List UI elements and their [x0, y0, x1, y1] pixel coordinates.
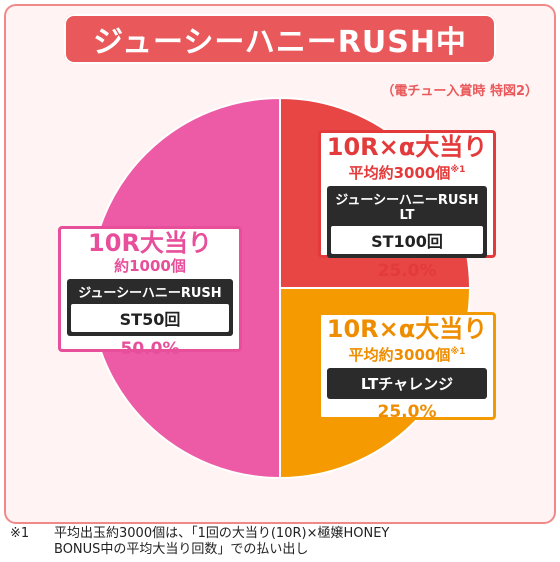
- callout-top-right-sub: 平均約3000個※1: [321, 161, 493, 182]
- title-banner: ジューシーハニーRUSH中: [64, 14, 496, 64]
- footnote-line-2: BONUS中の平均大当り回数」での払い出し: [54, 542, 309, 557]
- callout-top-right-mode-inner: ST100回: [331, 226, 483, 254]
- callout-bottom-right-mode: LTチャレンジ: [327, 368, 487, 399]
- footnote: ※1 平均出玉約3000個は、「1回の大当り(10R)×極嬢HONEY BONUS…: [10, 526, 550, 558]
- callout-top-right-sub-text: 平均約3000個: [348, 164, 451, 182]
- callout-left-mode: ジューシーハニーRUSH ST50回: [67, 279, 233, 336]
- callout-bottom-right-sub-mark: ※1: [450, 347, 466, 357]
- callout-top-right-mode-label: ジューシーハニーRUSH LT: [335, 193, 479, 223]
- callout-left-sub: 約1000個: [114, 257, 186, 275]
- callout-bottom-right-percent: 25.0%: [377, 402, 437, 422]
- callout-left: 10R大当り 約1000個 ジューシーハニーRUSH ST50回 50.0%: [58, 226, 242, 359]
- callout-top-right: 10R×α大当り 平均約3000個※1 ジューシーハニーRUSH LT ST10…: [318, 130, 496, 281]
- callout-top-right-mode: ジューシーハニーRUSH LT ST100回: [327, 186, 487, 258]
- callout-top-right-head: 10R×α大当り: [326, 133, 488, 161]
- footnote-mark: ※1: [10, 526, 30, 541]
- chart-title: ジューシーハニーRUSH中: [93, 25, 467, 60]
- callout-top-right-sub-mark: ※1: [450, 165, 466, 175]
- callout-bottom-right-mode-label: LTチャレンジ: [360, 375, 454, 393]
- condition-note: （電チュー入賞時 特図2）: [381, 84, 538, 99]
- callout-top-right-percent: 25.0%: [377, 261, 437, 281]
- callout-bottom-right-sub: 平均約3000個※1: [321, 343, 493, 364]
- footnote-line-1: ※1 平均出玉約3000個は、「1回の大当り(10R)×極嬢HONEY: [10, 526, 550, 542]
- callout-left-mode-label: ジューシーハニーRUSH: [78, 286, 222, 301]
- callout-bottom-right: 10R×α大当り 平均約3000個※1 LTチャレンジ 25.0%: [318, 312, 496, 422]
- callout-left-head: 10R大当り: [88, 229, 212, 257]
- callout-bottom-right-sub-text: 平均約3000個: [348, 346, 451, 364]
- footnote-text-1: 平均出玉約3000個は、「1回の大当り(10R)×極嬢HONEY: [54, 526, 390, 541]
- callout-left-percent: 50.0%: [120, 339, 180, 359]
- callout-left-mode-inner: ST50回: [71, 304, 229, 332]
- callout-bottom-right-head: 10R×α大当り: [326, 315, 488, 343]
